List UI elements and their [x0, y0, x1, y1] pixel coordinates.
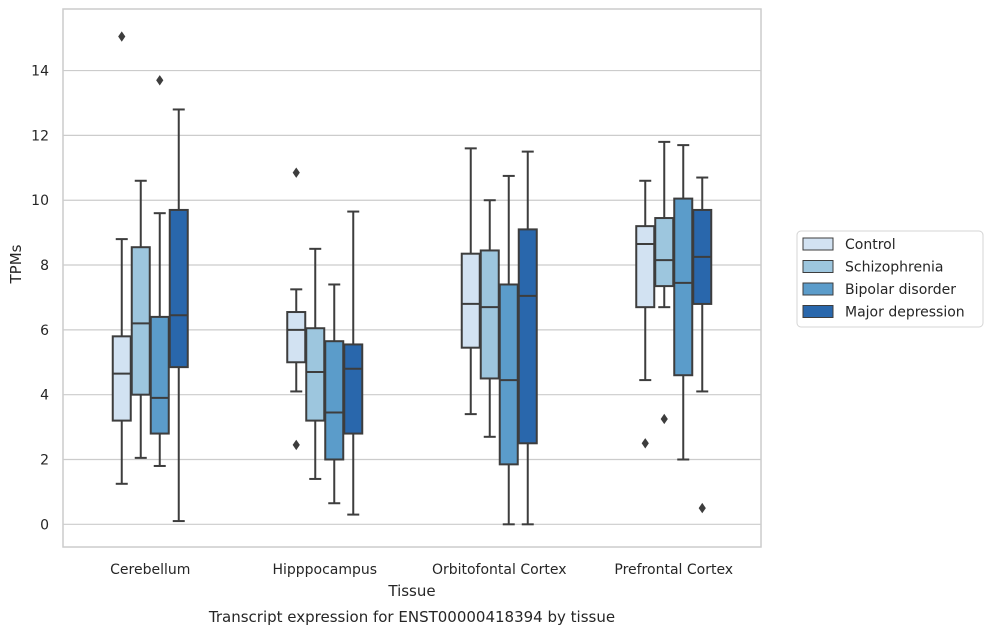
x-tick-label: Orbitofontal Cortex — [432, 562, 567, 578]
box-1-1 — [305, 247, 326, 480]
box-2-2 — [498, 174, 519, 526]
plot-frame — [62, 8, 762, 548]
box-iqr — [635, 225, 656, 309]
y-tick-label: 14 — [31, 64, 49, 80]
box-iqr — [654, 217, 675, 288]
y-axis-label: TPMs — [7, 244, 25, 284]
outlier-point — [292, 167, 300, 178]
box-iqr — [130, 246, 151, 396]
legend-swatch — [802, 237, 834, 251]
x-tick-label: Prefrontal Cortex — [614, 562, 733, 578]
legend-label: Control — [845, 237, 896, 253]
legend-label: Major depression — [845, 305, 965, 321]
legend-swatch — [802, 305, 834, 318]
box-2-0 — [149, 75, 170, 467]
box-iqr — [168, 208, 189, 369]
box-iqr — [286, 311, 307, 364]
box-iqr — [149, 315, 170, 435]
box-iqr — [324, 340, 345, 461]
chart-caption: Transcript expression for ENST0000041839… — [208, 608, 615, 626]
y-axis-ticks: 0 2 4 6 8 10 12 14 — [31, 64, 49, 534]
outlier-point — [660, 413, 668, 425]
box-iqr — [673, 197, 694, 377]
box-iqr — [517, 228, 538, 445]
box-series — [111, 31, 713, 526]
box-iqr — [498, 283, 519, 466]
y-tick-label: 8 — [40, 258, 49, 274]
box-0-3 — [635, 179, 656, 449]
y-tick-label: 10 — [31, 193, 49, 209]
legend-label: Schizophrenia — [845, 260, 943, 276]
outlier-point — [156, 75, 164, 86]
box-1-3 — [654, 140, 675, 425]
outlier-point — [641, 438, 649, 449]
y-tick-label: 6 — [40, 323, 49, 339]
box-3-0 — [168, 108, 189, 523]
outlier-point — [292, 439, 300, 451]
y-tick-label: 4 — [40, 388, 49, 404]
box-iqr — [111, 335, 132, 422]
box-3-1 — [343, 210, 364, 516]
legend-label: Bipolar disorder — [845, 282, 956, 298]
box-3-2 — [517, 150, 538, 526]
x-tick-label: Cerebellum — [110, 562, 190, 578]
outlier-point — [118, 31, 126, 42]
outlier-point — [698, 502, 706, 514]
box-iqr — [305, 327, 326, 422]
legend-swatch — [802, 282, 834, 296]
legend-swatch — [802, 260, 834, 273]
box-iqr — [460, 252, 481, 349]
y-tick-label: 12 — [31, 128, 49, 144]
box-iqr — [343, 343, 364, 435]
box-0-0 — [111, 238, 132, 485]
x-axis-label: Tissue — [387, 582, 435, 600]
y-tick-label: 0 — [40, 517, 49, 533]
legend-frame — [796, 230, 984, 328]
x-axis-ticks: Cerebellum Hipppocampus Orbitofontal Corte… — [110, 562, 733, 578]
x-tick-label: Hipppocampus — [272, 562, 377, 578]
box-iqr — [479, 249, 500, 380]
legend: Control Schizophrenia Bipolar disorder Majo… — [796, 230, 984, 328]
box-3-3 — [692, 176, 713, 514]
box-0-1 — [286, 167, 307, 451]
y-tick-label: 2 — [40, 452, 49, 468]
